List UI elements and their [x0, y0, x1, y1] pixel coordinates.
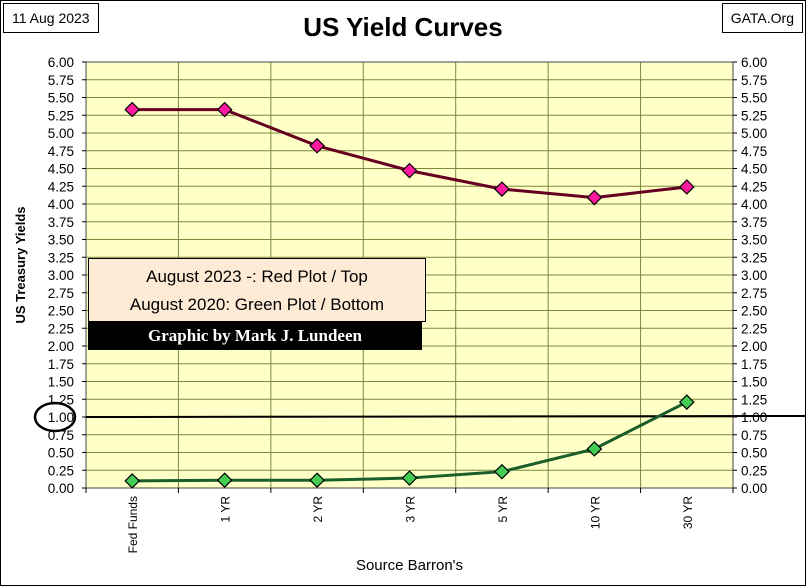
series-0-point [494, 181, 510, 197]
right-tick-label: 5.50 [741, 91, 767, 106]
right-tick-label: 4.00 [741, 197, 767, 212]
right-tick-label: 4.50 [741, 162, 767, 177]
left-tick-label: 0.25 [48, 463, 74, 478]
legend-line-green: August 2020: Green Plot / Bottom [129, 295, 385, 314]
right-tick-label: 1.50 [741, 375, 767, 390]
series-0-point [401, 162, 418, 179]
right-tick-label: 4.25 [741, 179, 767, 194]
x-tick-label: 30 YR [681, 496, 695, 529]
left-tick-label: 2.25 [48, 321, 74, 336]
right-tick-label: 2.75 [741, 286, 767, 301]
y-axis-label: US Treasury Yields [13, 206, 28, 323]
right-tick-label: 5.75 [741, 73, 767, 88]
right-tick-label: 3.75 [741, 215, 767, 230]
right-tick-label: 2.00 [741, 339, 767, 354]
left-tick-label: 5.00 [48, 126, 74, 141]
series-1-point [124, 473, 141, 489]
left-tick-label: 3.00 [48, 268, 74, 283]
left-tick-label: 1.75 [48, 357, 74, 372]
series-1-point [678, 394, 695, 410]
chart-title: US Yield Curves [303, 12, 503, 42]
left-tick-label: 3.25 [48, 250, 74, 265]
right-tick-label: 2.50 [741, 304, 767, 319]
x-axis: Fed Funds 1 YR 2 YR 3 YR 5 YR 10 YR 30 YR [85, 488, 734, 553]
right-tick-label: 5.25 [741, 108, 767, 123]
left-tick-label: 5.50 [48, 91, 74, 106]
left-tick-label: 3.50 [48, 233, 74, 248]
left-tick-label: 3.75 [48, 215, 74, 230]
right-tick-label: 3.25 [741, 250, 767, 265]
series-1-point [309, 472, 325, 489]
x-axis-label: Source Barron's [356, 557, 463, 574]
left-tick-label: 4.00 [48, 197, 74, 212]
series-1-point [494, 463, 510, 480]
series-1-point [216, 472, 233, 489]
right-y-axis: 0.00 0.25 0.50 0.75 1.00 1.25 1.50 1.75 2.00 2.25… [733, 55, 767, 496]
left-tick-label: 0.50 [48, 446, 74, 461]
left-tick-label: 2.00 [48, 339, 74, 354]
x-tick-label: 2 YR [311, 496, 325, 523]
left-tick-label: 4.50 [48, 162, 74, 177]
right-tick-label: 0.75 [741, 428, 767, 443]
right-tick-label: 0.00 [741, 481, 767, 496]
left-tick-label: 1.50 [48, 375, 74, 390]
left-tick-label: 2.75 [48, 286, 74, 301]
left-tick-label: 2.50 [48, 304, 74, 319]
x-tick-label: 3 YR [404, 496, 418, 523]
legend-box: August 2023 -: Red Plot / Top August 202… [88, 258, 426, 322]
right-tick-label: 1.25 [741, 392, 767, 407]
series-1-point [586, 441, 603, 457]
series-0-point [586, 189, 603, 206]
left-tick-label: 0.00 [48, 481, 74, 496]
left-tick-label: 5.75 [48, 73, 74, 88]
right-tick-label: 6.00 [741, 55, 767, 70]
left-tick-label: 6.00 [48, 55, 74, 70]
x-tick-label: 10 YR [588, 496, 602, 529]
series-0-point [216, 101, 233, 118]
reference-line [85, 415, 806, 418]
right-tick-label: 3.00 [741, 268, 767, 283]
right-tick-label: 4.75 [741, 144, 767, 159]
left-tick-label: 4.25 [48, 179, 74, 194]
left-y-axis: 0.000.250.500.751.001.251.501.752.002.25… [48, 55, 86, 496]
right-tick-label: 0.50 [741, 446, 767, 461]
left-tick-label: 4.75 [48, 144, 74, 159]
reference-circle [33, 401, 77, 433]
credit-banner: Graphic by Mark J. Lundeen [88, 322, 422, 350]
x-tick-label: 1 YR [219, 496, 233, 523]
right-tick-label: 3.50 [741, 233, 767, 248]
series-0-point [678, 179, 695, 195]
right-tick-label: 0.25 [741, 463, 767, 478]
legend-line-red: August 2023 -: Red Plot / Top [146, 267, 368, 286]
right-tick-label: 1.75 [741, 357, 767, 372]
x-tick-label: 5 YR [496, 496, 510, 523]
left-tick-label: 5.25 [48, 108, 74, 123]
left-tick-label: 1.00 [48, 410, 74, 425]
right-tick-label: 2.25 [741, 321, 767, 336]
date-label: 11 Aug 2023 [3, 3, 99, 33]
reference-line-layer [33, 401, 806, 433]
right-tick-label: 1.00 [741, 410, 767, 425]
left-tick-label: 1.25 [48, 392, 74, 407]
series-0-point [124, 101, 141, 118]
source-label: GATA.Org [721, 3, 803, 33]
series-0-point [309, 137, 325, 154]
x-tick-label: Fed Funds [126, 496, 140, 553]
series-layer [124, 101, 695, 489]
right-tick-label: 5.00 [741, 126, 767, 141]
series-1-point [401, 470, 418, 486]
